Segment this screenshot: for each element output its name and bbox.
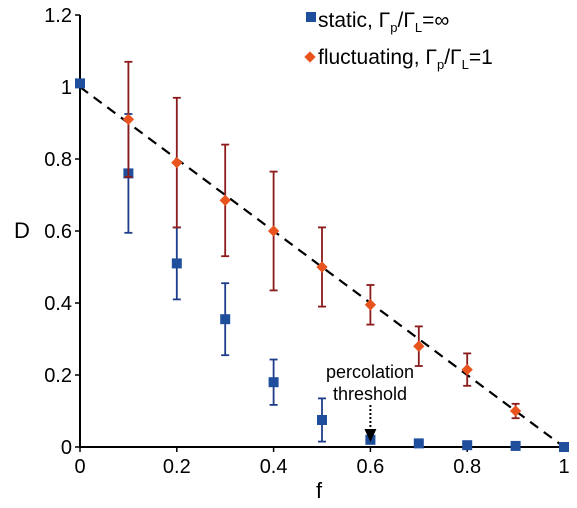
legend-label-fluctuating: fluctuating, Γp/ΓL=1	[318, 46, 493, 72]
data-point-fluctuating	[122, 113, 135, 126]
percolation-annotation: percolation threshold	[326, 362, 414, 442]
data-point-fluctuating	[267, 225, 280, 237]
annotation-line-1: percolation	[326, 362, 414, 382]
x-tick-label: 0.8	[453, 456, 481, 478]
x-axis-label: f	[316, 478, 323, 503]
data-point-fluctuating	[316, 261, 328, 273]
y-tick-label: 0	[61, 437, 72, 459]
reference-line-group	[79, 86, 565, 448]
y-tick-label: 0.8	[44, 149, 72, 171]
x-tick-label: 0.4	[260, 456, 288, 478]
data-point-static	[171, 258, 182, 269]
reference-line	[79, 86, 565, 448]
data-point-static	[462, 440, 473, 451]
legend: static, Γp/ΓL=∞ fluctuating, Γp/ΓL=1	[304, 9, 493, 72]
annotation-arrow-head	[364, 429, 377, 442]
data-point-fluctuating	[413, 340, 425, 352]
data-point-fluctuating	[171, 156, 183, 169]
y-axis-label: D	[14, 218, 30, 243]
y-tick-label: 1.2	[44, 5, 72, 27]
data-marks	[75, 60, 569, 452]
legend-entry-static: static, Γp/ΓL=∞	[306, 9, 449, 35]
axes: 0 0.2 0.4 0.6 0.8 1 0 0.2 0.4 0.6 0.8 1 1.2	[44, 5, 569, 478]
x-tick-label: 0.6	[356, 456, 384, 478]
data-point-static	[75, 78, 85, 89]
y-tick-label: 1	[61, 77, 72, 99]
data-point-fluctuating	[364, 299, 377, 311]
legend-label-static: static, Γp/ΓL=∞	[318, 9, 449, 35]
data-point-static	[510, 440, 521, 451]
data-point-static	[559, 442, 569, 452]
data-point-static	[268, 377, 279, 388]
legend-marker-fluctuating	[304, 51, 316, 63]
data-point-static	[220, 314, 231, 325]
y-tick-label: 0.4	[44, 293, 72, 315]
y-tick-label: 0.2	[44, 365, 72, 387]
data-point-static	[317, 415, 327, 425]
x-tick-label: 0.2	[163, 456, 191, 478]
data-point-fluctuating	[219, 194, 231, 207]
annotation-line-2: threshold	[333, 384, 407, 404]
legend-marker-static	[306, 12, 316, 22]
data-point-fluctuating	[461, 363, 473, 376]
x-tick-label: 0	[74, 456, 85, 478]
legend-entry-fluctuating: fluctuating, Γp/ΓL=1	[304, 46, 493, 72]
y-tick-label: 0.6	[44, 221, 72, 243]
data-point-static	[413, 438, 424, 449]
x-tick-label: 1	[558, 456, 569, 478]
